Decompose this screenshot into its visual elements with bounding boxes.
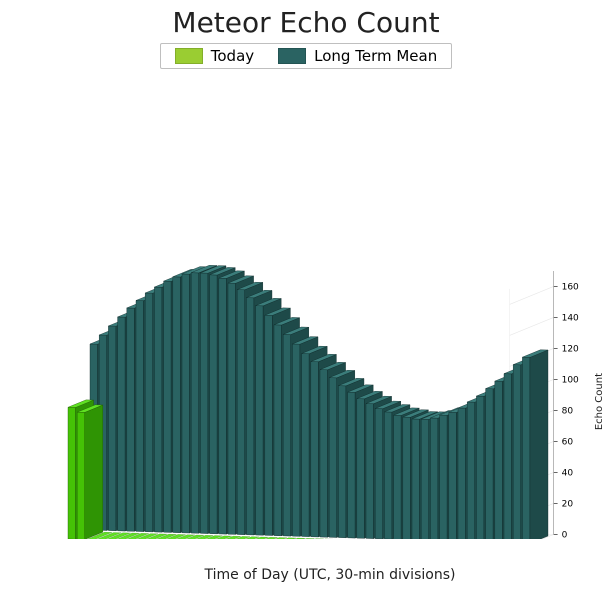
svg-text:120: 120 [562,344,579,354]
legend-label-today: Today [211,47,254,65]
svg-text:20: 20 [562,499,574,509]
legend-label-longterm: Long Term Mean [314,47,437,65]
svg-text:0: 0 [562,530,568,539]
svg-text:140: 140 [562,313,579,323]
svg-text:40: 40 [562,468,574,478]
svg-text:160: 160 [562,282,579,292]
legend-item-today: Today [175,47,254,65]
chart-svg: 0204060801001201401600004091419240 [0,69,612,539]
svg-text:60: 60 [562,437,574,447]
legend-swatch-longterm [278,48,306,64]
svg-text:80: 80 [562,406,574,416]
x-axis-label: Time of Day (UTC, 30-min divisions) [140,567,520,583]
chart-area: 0204060801001201401600004091419240 Time … [0,69,612,539]
legend: Today Long Term Mean [160,43,452,69]
svg-text:100: 100 [562,375,579,385]
chart-title: Meteor Echo Count [0,0,612,39]
z-axis-label: Echo Count [594,373,605,430]
legend-item-longterm: Long Term Mean [278,47,437,65]
legend-swatch-today [175,48,203,64]
